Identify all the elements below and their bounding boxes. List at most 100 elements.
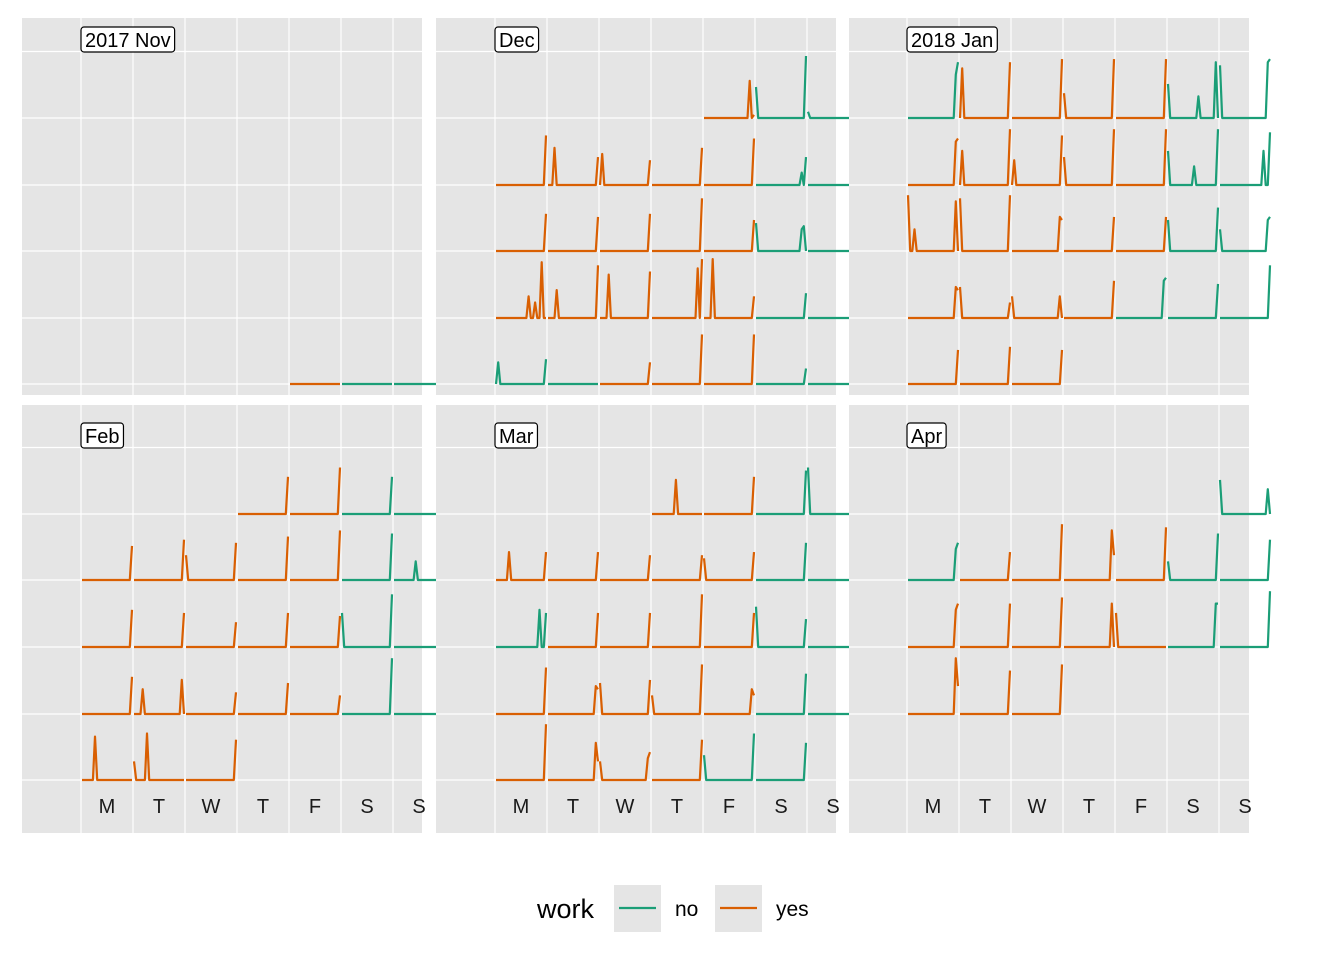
- panel-background: [849, 405, 1249, 833]
- day-series-no: [756, 673, 808, 716]
- day-series-yes: [652, 198, 704, 253]
- day-series-yes: [704, 138, 756, 187]
- day-series-yes: [958, 62, 1012, 120]
- panel-background: [22, 18, 422, 395]
- day-series-no: [1116, 277, 1167, 320]
- day-label: M: [99, 796, 116, 818]
- day-series-no: [1220, 591, 1272, 649]
- panel-mar: Mar M T W T F S S: [436, 405, 860, 833]
- day-series-no: [342, 658, 394, 716]
- day-series-yes: [908, 657, 960, 716]
- day-series-no: [1168, 283, 1220, 320]
- day-series-yes: [652, 259, 704, 320]
- panel-2018-jan: 2018 Jan: [849, 18, 1272, 395]
- day-series-no: [394, 617, 446, 649]
- panel-strip-label: Dec: [499, 30, 535, 52]
- day-series-yes: [958, 129, 1012, 187]
- day-series-no: [908, 62, 960, 120]
- day-series-yes: [958, 195, 1012, 253]
- panel-strip-label: 2017 Nov: [85, 30, 171, 52]
- day-series-no: [1166, 129, 1220, 187]
- day-series-yes: [650, 664, 704, 716]
- panel-strip-label: Feb: [85, 426, 119, 448]
- day-series-yes: [238, 536, 290, 582]
- day-series-yes: [548, 684, 599, 716]
- day-series-no: [1218, 216, 1271, 253]
- day-series-yes: [496, 724, 548, 782]
- day-label: T: [1083, 796, 1095, 818]
- day-series-yes: [600, 271, 652, 320]
- panel-strip-box: [494, 422, 539, 449]
- day-series-no: [394, 485, 444, 516]
- day-label: W: [616, 796, 635, 818]
- day-series-yes: [132, 732, 184, 782]
- day-label: S: [360, 796, 373, 818]
- day-series-yes: [652, 478, 702, 516]
- day-series-no: [1218, 479, 1272, 516]
- day-series-no: [1220, 539, 1272, 582]
- day-series-no: [342, 533, 394, 582]
- day-series-yes: [704, 219, 756, 253]
- day-series-yes: [1012, 349, 1064, 386]
- day-series-yes: [652, 739, 704, 782]
- day-series-yes: [960, 346, 1012, 386]
- panel-strip-box: [80, 26, 176, 53]
- day-series-yes: [704, 334, 756, 386]
- day-series-yes: [496, 213, 548, 253]
- day-series-yes: [600, 612, 652, 649]
- day-series-yes: [960, 670, 1012, 716]
- day-label: T: [979, 796, 991, 818]
- day-series-no: [494, 359, 548, 386]
- panel-strip-box: [906, 26, 998, 53]
- day-series-yes: [548, 216, 600, 253]
- day-series-no: [1166, 207, 1220, 253]
- day-series-yes: [960, 552, 1012, 582]
- day-series-yes: [1012, 59, 1064, 120]
- day-series-yes: [548, 265, 600, 320]
- day-series-yes: [704, 79, 755, 120]
- panel-background: [436, 18, 836, 395]
- day-series-no: [756, 368, 808, 386]
- day-series-yes: [1062, 129, 1116, 187]
- day-label: W: [202, 796, 221, 818]
- day-label: F: [723, 796, 735, 818]
- day-series-yes: [1062, 59, 1116, 120]
- day-label: F: [1135, 796, 1147, 818]
- day-series-no: [342, 476, 394, 516]
- panel-2017-nov: 2017 Nov: [22, 18, 446, 395]
- panel-background: [849, 18, 1249, 395]
- day-series-yes: [548, 552, 600, 582]
- day-series-no: [754, 606, 808, 649]
- day-series-yes: [1012, 524, 1064, 582]
- day-label: S: [774, 796, 787, 818]
- day-label: T: [567, 796, 579, 818]
- panel-strip-label: 2018 Jan: [911, 30, 993, 52]
- panel-background: [436, 405, 836, 833]
- panel-strip-label: Apr: [911, 426, 942, 448]
- day-series-yes: [134, 612, 186, 649]
- day-series-yes: [704, 612, 756, 649]
- day-label: S: [1238, 796, 1251, 818]
- day-series-no: [1166, 61, 1220, 120]
- day-series-yes: [548, 146, 600, 187]
- day-series-yes: [958, 286, 1012, 320]
- day-series-yes: [704, 476, 756, 516]
- day-series-yes: [496, 667, 548, 716]
- panel-feb: Feb M T W T F S S: [22, 405, 446, 833]
- day-series-yes: [290, 695, 342, 716]
- day-series-no: [756, 157, 808, 187]
- day-label: T: [671, 796, 683, 818]
- day-series-no: [754, 55, 808, 120]
- day-label: F: [309, 796, 321, 818]
- day-series-no: [1168, 602, 1218, 649]
- day-label: S: [826, 796, 839, 818]
- day-series-yes: [600, 213, 652, 253]
- day-series-no: [1218, 58, 1271, 120]
- day-series-yes: [496, 135, 548, 187]
- panel-strip-label: Mar: [499, 426, 534, 448]
- day-series-no: [756, 293, 808, 320]
- panel-dec: Dec: [436, 18, 860, 395]
- day-series-yes: [652, 147, 704, 187]
- day-series-yes: [186, 622, 238, 649]
